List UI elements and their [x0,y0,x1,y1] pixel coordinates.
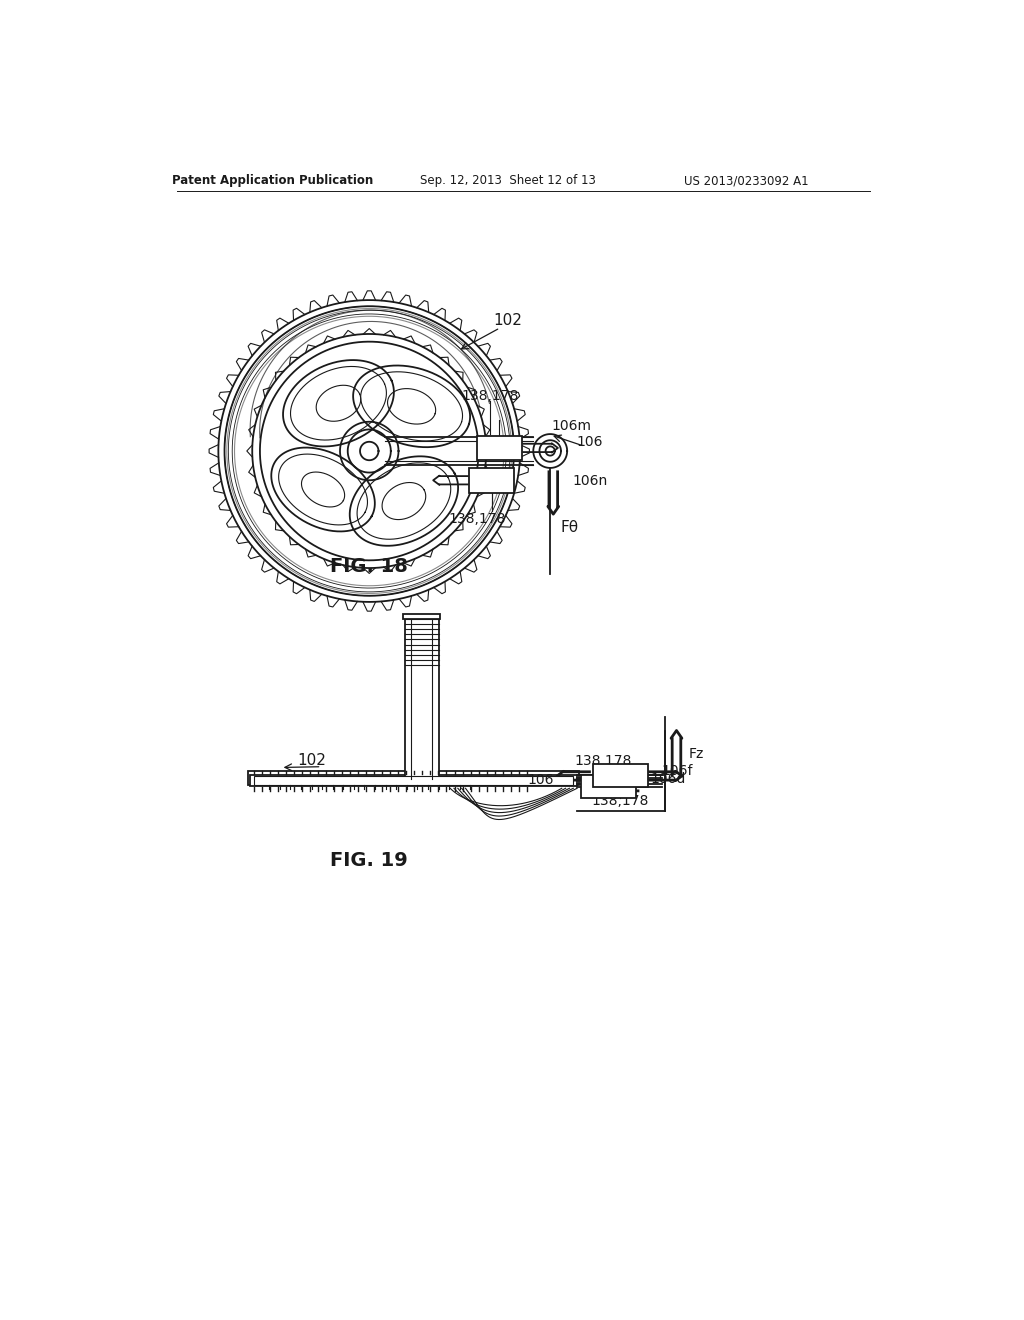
Text: 102: 102 [297,752,326,768]
Text: 102: 102 [494,313,522,327]
Text: 138,178: 138,178 [449,512,506,525]
Bar [404,619,438,779]
Text: 106: 106 [527,772,554,787]
Bar [593,764,648,788]
Text: 106: 106 [577,434,603,449]
Text: FIG. 18: FIG. 18 [331,557,409,576]
Text: 138,178: 138,178 [592,795,649,808]
Text: 106n: 106n [572,474,608,488]
Text: 138,178: 138,178 [574,754,632,768]
Text: FIG. 19: FIG. 19 [331,851,409,870]
Text: 106m: 106m [552,420,592,433]
Bar [250,775,578,785]
Text: Fz: Fz [689,747,705,760]
Text: 106f: 106f [662,764,693,779]
Text: Fθ: Fθ [561,520,580,535]
Bar [403,614,440,619]
Bar [581,775,637,799]
Bar [469,469,514,492]
Text: Patent Application Publication: Patent Application Publication [172,174,374,187]
Bar [248,771,580,785]
Bar [254,776,573,785]
Text: 138,178: 138,178 [462,388,519,403]
Bar [477,436,521,461]
Text: US 2013/0233092 A1: US 2013/0233092 A1 [684,174,809,187]
Text: Sep. 12, 2013  Sheet 12 of 13: Sep. 12, 2013 Sheet 12 of 13 [420,174,596,187]
Text: 106d: 106d [650,772,686,785]
